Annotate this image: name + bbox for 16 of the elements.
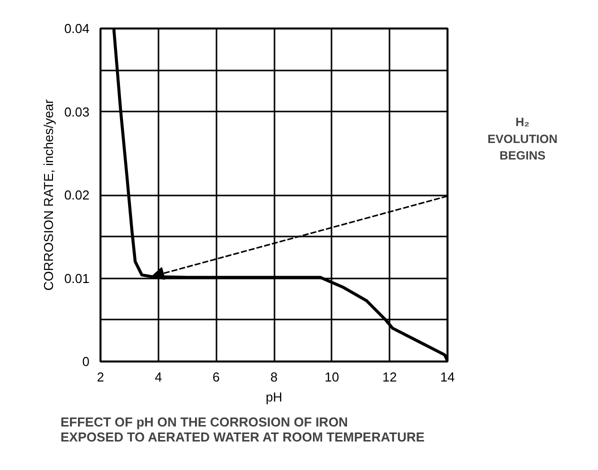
y-tick-label: 0.02 [64,188,90,202]
y-tick-label: 0.03 [64,104,90,120]
y-axis-title: CORROSION RATE, inches/year [41,98,56,291]
x-tick-label: 10 [324,370,340,384]
x-tick-label: 12 [382,370,397,384]
x-axis-title: pH [266,390,282,404]
y-tick-label: 0 [82,354,90,369]
y-tick-label: 0.01 [64,270,90,286]
x-tick-label: 14 [440,370,455,384]
x-tick-label: 8 [270,370,278,384]
x-tick-label: 4 [154,370,162,384]
text: EFFECT OF pH ON THE CORROSION OF IRON EXPOSED TO AERATED WATER AT ROOM TEMPERATURE [60,414,425,444]
x-tick-label: 2 [96,370,104,384]
y-tick-label: 0.04 [64,21,90,36]
text: H₂ EVOLUTION BEGINS [488,115,558,163]
x-tick-label: 6 [212,370,220,384]
